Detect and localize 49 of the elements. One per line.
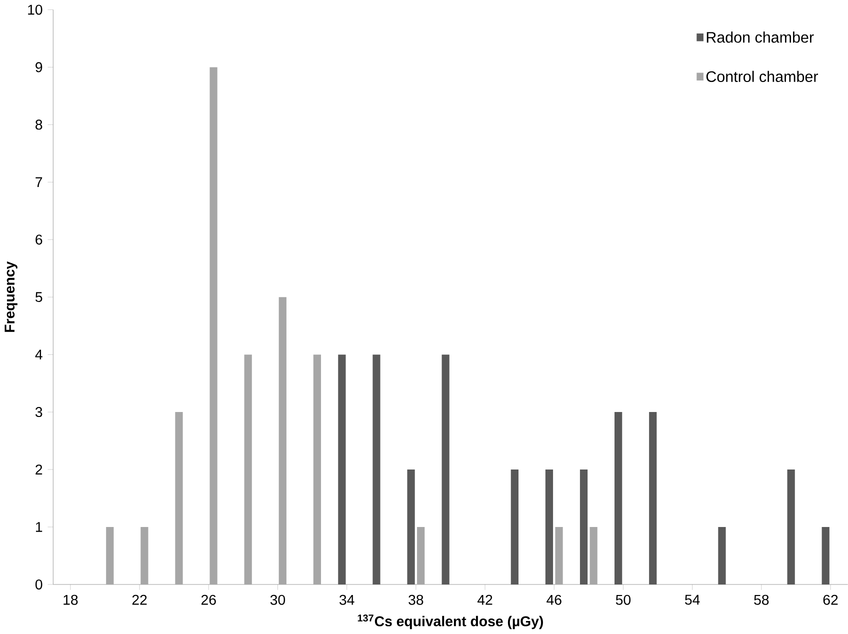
y-tick-label: 7 [36, 177, 42, 188]
y-tick-label: 6 [36, 234, 42, 245]
x-tick-label: 18 [64, 594, 78, 605]
y-tick-label: 5 [35, 292, 42, 302]
x-tick-label: 42 [477, 594, 492, 605]
y-tick-label: 10 [28, 4, 42, 15]
y-tick-label: 8 [36, 120, 42, 130]
y-tick-label: 9 [36, 62, 42, 72]
bar [210, 67, 218, 585]
bar [822, 527, 830, 585]
y-tick-label: 4 [35, 350, 42, 360]
bar [372, 354, 380, 585]
bar [718, 527, 726, 585]
y-tick-label: 3 [35, 407, 42, 418]
bar [510, 470, 518, 585]
x-tick-label: 50 [616, 594, 631, 605]
bar [649, 412, 657, 585]
y-tick-label: 0 [35, 580, 42, 590]
x-axis-title: $^{137}$Cs equivalent dose (µGy) [358, 614, 543, 630]
bar [140, 527, 148, 585]
bar [278, 297, 286, 585]
bar [590, 527, 598, 585]
bar [244, 354, 252, 585]
bar [555, 527, 563, 585]
bar [106, 527, 114, 585]
bar [407, 470, 415, 585]
legend-label: Radon chamber [706, 32, 814, 43]
x-tick-label: 58 [754, 594, 769, 605]
y-axis-title: Frequency [4, 261, 18, 332]
x-tick-label: 54 [685, 594, 700, 605]
y-tick-label: 2 [36, 464, 42, 475]
x-tick-label: 34 [340, 594, 354, 605]
bar [545, 470, 554, 585]
bar [175, 412, 183, 585]
x-tick-label: 38 [408, 594, 424, 605]
bar [442, 354, 450, 585]
x-tick-label: 22 [132, 594, 147, 605]
x-tick-label: 62 [823, 594, 838, 605]
bar [580, 470, 588, 585]
bar [338, 354, 346, 585]
bar [787, 470, 795, 585]
legend-label: Control chamber [706, 70, 818, 82]
x-tick-label: 46 [546, 594, 562, 605]
bar [417, 527, 425, 585]
y-tick-label: 1 [36, 522, 42, 532]
x-tick-label: 30 [270, 594, 286, 605]
bar [313, 354, 321, 585]
x-tick-label: 26 [201, 594, 216, 605]
bar [614, 412, 622, 585]
